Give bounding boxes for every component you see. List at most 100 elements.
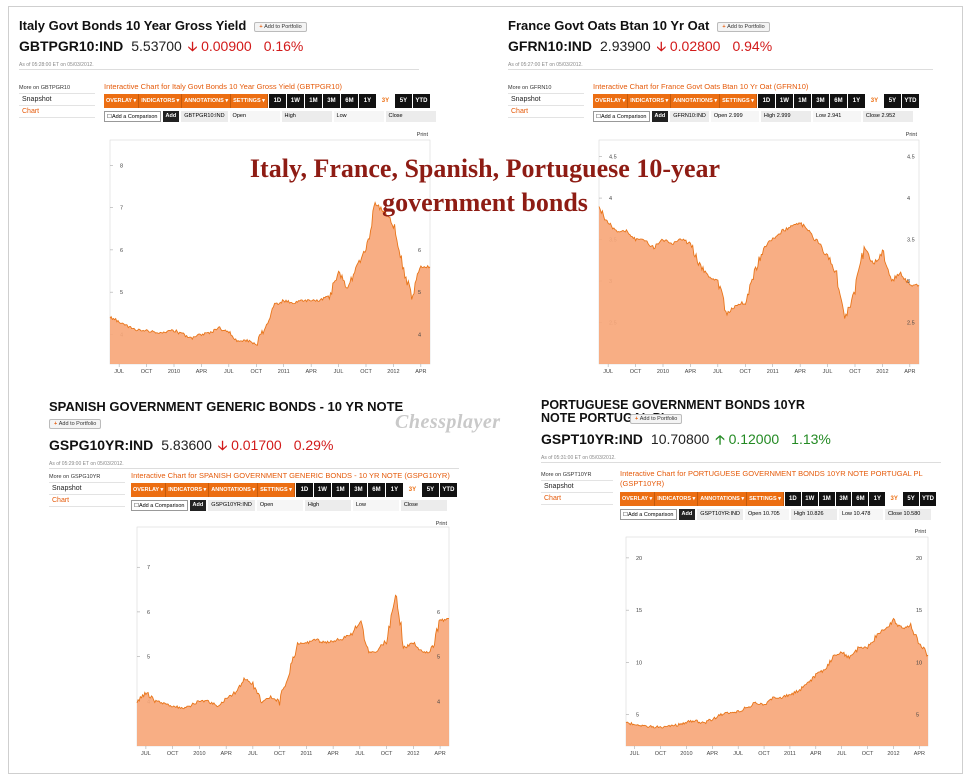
x-tick-label: 2010 xyxy=(657,369,669,375)
x-tick-label: OCT xyxy=(381,751,393,757)
right-axis-label: 4.5 xyxy=(907,155,915,161)
overlay-menu[interactable]: OVERLAY xyxy=(104,94,140,108)
print-link[interactable]: Print xyxy=(417,132,429,138)
add-button[interactable]: Add xyxy=(189,500,207,511)
indicators-menu[interactable]: INDICATORS xyxy=(166,483,210,497)
area-fill xyxy=(599,206,919,364)
range-1m[interactable]: 1M xyxy=(793,94,811,108)
range-1y[interactable]: 1Y xyxy=(385,483,403,497)
print-link[interactable]: Print xyxy=(906,132,918,138)
range-1w[interactable]: 1W xyxy=(801,492,818,506)
range-6m[interactable]: 6M xyxy=(852,492,869,506)
range-6m[interactable]: 6M xyxy=(829,94,847,108)
range-1w[interactable]: 1W xyxy=(775,94,793,108)
range-5y[interactable]: 5Y xyxy=(421,483,439,497)
range-3m[interactable]: 3M xyxy=(811,94,829,108)
range-3m[interactable]: 3M xyxy=(322,94,340,108)
range-1d[interactable]: 1D xyxy=(784,492,801,506)
x-tick-label: APR xyxy=(305,369,316,375)
range-ytd[interactable]: YTD xyxy=(439,483,457,497)
add-to-portfolio-button[interactable]: Add to Portfolio xyxy=(717,21,770,32)
range-1y[interactable]: 1Y xyxy=(847,94,865,108)
x-tick-label: JUL xyxy=(713,369,723,375)
right-axis-label: 10 xyxy=(916,660,922,666)
x-tick-label: 2010 xyxy=(168,369,180,375)
chart-link[interactable]: Chart xyxy=(541,492,613,505)
add-button[interactable]: Add xyxy=(162,111,180,122)
range-3y[interactable]: 3Y xyxy=(886,492,903,506)
range-3y[interactable]: 3Y xyxy=(403,483,421,497)
range-1y[interactable]: 1Y xyxy=(358,94,376,108)
right-axis-label: 20 xyxy=(916,556,922,562)
range-ytd[interactable]: YTD xyxy=(920,492,936,506)
x-tick-label: APR xyxy=(434,751,445,757)
range-1d[interactable]: 1D xyxy=(295,483,313,497)
add-button[interactable]: Add xyxy=(678,509,696,520)
settings-menu[interactable]: SETTINGS xyxy=(747,492,784,506)
indicators-menu[interactable]: INDICATORS xyxy=(655,492,699,506)
range-1d[interactable]: 1D xyxy=(757,94,775,108)
add-comparison-input[interactable]: Add a Comparison xyxy=(593,111,650,122)
overlay-menu[interactable]: OVERLAY xyxy=(131,483,167,497)
range-5y[interactable]: 5Y xyxy=(903,492,920,506)
add-comparison-input[interactable]: Add a Comparison xyxy=(131,500,188,511)
interactive-chart-link[interactable]: Interactive Chart for Italy Govt Bonds 1… xyxy=(104,82,343,91)
indicators-menu[interactable]: INDICATORS xyxy=(139,94,183,108)
range-1m[interactable]: 1M xyxy=(304,94,322,108)
y-tick-label: 7 xyxy=(120,206,123,212)
arrow-down-icon: 🡣 xyxy=(187,39,198,54)
chart-link[interactable]: Chart xyxy=(19,105,95,118)
print-link[interactable]: Print xyxy=(436,521,448,527)
snapshot-link[interactable]: Snapshot xyxy=(19,93,95,105)
x-tick-label: APR xyxy=(685,369,696,375)
settings-menu[interactable]: SETTINGS xyxy=(258,483,295,497)
range-6m[interactable]: 6M xyxy=(340,94,358,108)
overlay-menu[interactable]: OVERLAY xyxy=(593,94,629,108)
range-3m[interactable]: 3M xyxy=(349,483,367,497)
range-3y[interactable]: 3Y xyxy=(376,94,394,108)
range-ytd[interactable]: YTD xyxy=(901,94,919,108)
symbol: GSPG10YR:IND xyxy=(49,437,154,453)
chart-link[interactable]: Chart xyxy=(508,105,584,118)
interactive-chart-link[interactable]: Interactive Chart for SPANISH GOVERNMENT… xyxy=(131,471,450,480)
settings-menu[interactable]: SETTINGS xyxy=(231,94,268,108)
annotations-menu[interactable]: ANNOTATIONS xyxy=(182,94,232,108)
add-to-portfolio-button[interactable]: Add to Portfolio xyxy=(630,414,683,424)
snapshot-link[interactable]: Snapshot xyxy=(541,480,613,492)
chart-link[interactable]: Chart xyxy=(49,494,125,507)
overlay-menu[interactable]: OVERLAY xyxy=(620,492,656,506)
range-6m[interactable]: 6M xyxy=(367,483,385,497)
range-3y[interactable]: 3Y xyxy=(865,94,883,108)
range-ytd[interactable]: YTD xyxy=(412,94,430,108)
range-1m[interactable]: 1M xyxy=(818,492,835,506)
chart-toolbar: OVERLAY INDICATORS ANNOTATIONS SETTINGS … xyxy=(104,94,442,108)
add-comparison-input[interactable]: Add a Comparison xyxy=(620,509,677,520)
range-5y[interactable]: 5Y xyxy=(394,94,412,108)
settings-menu[interactable]: SETTINGS xyxy=(720,94,757,108)
annotations-menu[interactable]: ANNOTATIONS xyxy=(671,94,721,108)
annotations-menu[interactable]: ANNOTATIONS xyxy=(698,492,748,506)
x-tick-label: OCT xyxy=(630,369,642,375)
change: 🡡 0.12000 xyxy=(715,431,780,447)
add-button[interactable]: Add xyxy=(651,111,669,122)
snapshot-link[interactable]: Snapshot xyxy=(508,93,584,105)
annotations-menu[interactable]: ANNOTATIONS xyxy=(209,483,259,497)
snapshot-link[interactable]: Snapshot xyxy=(49,482,125,494)
print-link[interactable]: Print xyxy=(915,529,927,535)
range-1w[interactable]: 1W xyxy=(286,94,304,108)
y-tick-label: 8 xyxy=(120,163,123,169)
add-to-portfolio-button[interactable]: Add to Portfolio xyxy=(49,418,102,429)
quote-line: GSPG10YR:IND 5.83600 🡣 0.01700 0.29% xyxy=(49,437,469,459)
range-1w[interactable]: 1W xyxy=(313,483,331,497)
add-to-portfolio-button[interactable]: Add to Portfolio xyxy=(254,21,307,32)
range-5y[interactable]: 5Y xyxy=(883,94,901,108)
add-comparison-input[interactable]: Add a Comparison xyxy=(104,111,161,122)
range-1d[interactable]: 1D xyxy=(268,94,286,108)
range-1y[interactable]: 1Y xyxy=(869,492,886,506)
indicators-menu[interactable]: INDICATORS xyxy=(628,94,672,108)
range-1m[interactable]: 1M xyxy=(331,483,349,497)
interactive-chart-link[interactable]: Interactive Chart for France Govt Oats B… xyxy=(593,82,809,91)
area-fill xyxy=(110,202,430,364)
interactive-chart-link[interactable]: Interactive Chart for PORTUGUESE GOVERNM… xyxy=(620,469,923,488)
range-3m[interactable]: 3M xyxy=(835,492,852,506)
